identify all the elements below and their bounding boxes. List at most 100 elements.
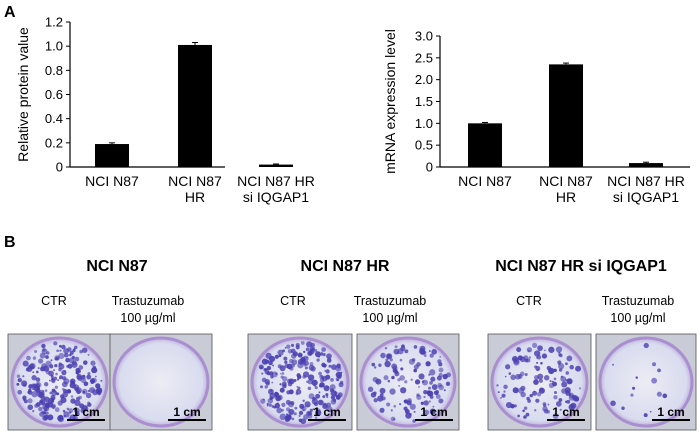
colony bbox=[87, 372, 91, 376]
colony bbox=[522, 409, 525, 413]
colony bbox=[410, 378, 413, 381]
colony bbox=[302, 375, 306, 379]
group-title: NCI N87 bbox=[86, 258, 147, 275]
colony bbox=[45, 360, 52, 367]
colony bbox=[326, 358, 332, 363]
colony bbox=[534, 375, 539, 380]
colony bbox=[413, 368, 418, 373]
colony bbox=[314, 351, 321, 358]
y-tick-label: 0.6 bbox=[45, 87, 63, 102]
colony bbox=[321, 362, 326, 368]
colony bbox=[379, 387, 386, 394]
colony bbox=[330, 395, 336, 400]
colony bbox=[391, 375, 395, 380]
colony bbox=[42, 348, 46, 352]
colony bbox=[564, 387, 571, 394]
colony bbox=[418, 373, 425, 380]
colony bbox=[58, 352, 65, 360]
colony bbox=[44, 402, 50, 408]
colony bbox=[295, 345, 300, 350]
colony bbox=[28, 384, 33, 389]
colony bbox=[284, 347, 287, 349]
colony bbox=[59, 362, 62, 365]
colony bbox=[90, 380, 95, 385]
colony bbox=[656, 391, 662, 397]
colony bbox=[75, 410, 80, 415]
colony bbox=[31, 375, 37, 381]
colony bbox=[340, 371, 343, 374]
colony bbox=[290, 363, 295, 368]
colony bbox=[651, 377, 658, 384]
colony bbox=[534, 350, 541, 357]
colony bbox=[279, 372, 282, 375]
colony bbox=[316, 358, 320, 362]
colony bbox=[271, 381, 274, 384]
colony bbox=[510, 374, 516, 381]
colony bbox=[69, 414, 76, 421]
colony bbox=[43, 411, 47, 415]
colony bbox=[560, 375, 564, 378]
colony bbox=[320, 352, 324, 356]
colony bbox=[62, 376, 67, 381]
colony bbox=[269, 389, 273, 392]
y-tick-label: 0.8 bbox=[45, 63, 63, 78]
colony bbox=[558, 352, 562, 357]
colony bbox=[40, 395, 46, 401]
colony bbox=[318, 371, 322, 376]
colony bbox=[534, 409, 537, 412]
colony bbox=[505, 364, 511, 370]
colony bbox=[383, 375, 389, 381]
colony bbox=[371, 362, 376, 367]
colony bbox=[520, 385, 526, 391]
colony bbox=[286, 390, 291, 395]
colony bbox=[322, 403, 328, 410]
colony bbox=[305, 410, 312, 417]
scale-bar-label: 1 cm bbox=[173, 405, 200, 419]
colony bbox=[290, 343, 295, 347]
condition-label-dose: 100 µg/ml bbox=[610, 311, 665, 325]
colony bbox=[293, 412, 297, 416]
colony bbox=[290, 348, 296, 354]
colony bbox=[55, 356, 60, 361]
colony bbox=[435, 394, 441, 399]
colony bbox=[393, 418, 396, 421]
colony bbox=[309, 408, 313, 412]
colony bbox=[76, 389, 81, 395]
condition-label-ctr: CTR bbox=[280, 294, 306, 308]
colony bbox=[72, 348, 76, 353]
colony bbox=[306, 341, 313, 348]
colony bbox=[386, 402, 391, 407]
colony bbox=[559, 408, 562, 411]
colony bbox=[303, 350, 306, 354]
colony bbox=[49, 379, 51, 382]
colony bbox=[643, 342, 649, 349]
colony bbox=[23, 399, 28, 404]
colony bbox=[297, 386, 301, 390]
colony bbox=[610, 400, 616, 407]
well-image: 1 cm bbox=[595, 333, 697, 431]
colony bbox=[384, 347, 388, 350]
axes: 0 0.2 0.4 0.6 0.8 1.0 1.2 Relative protein valu… bbox=[15, 15, 225, 175]
colony bbox=[400, 387, 407, 394]
colony bbox=[272, 364, 275, 367]
colony bbox=[298, 414, 301, 417]
colony bbox=[54, 363, 58, 368]
colony bbox=[306, 380, 309, 383]
colony bbox=[294, 406, 298, 410]
colony bbox=[296, 385, 299, 388]
colony bbox=[54, 407, 60, 413]
colony bbox=[397, 348, 404, 355]
colony bbox=[373, 366, 377, 369]
colony bbox=[295, 392, 299, 396]
colony bbox=[279, 355, 282, 358]
colony bbox=[324, 369, 327, 372]
colony bbox=[279, 387, 285, 393]
scale-bar-label: 1 cm bbox=[552, 405, 579, 419]
colony bbox=[558, 363, 565, 370]
colony bbox=[266, 404, 269, 407]
colony bbox=[27, 404, 34, 411]
colony bbox=[445, 381, 451, 387]
colony bbox=[428, 386, 431, 390]
colony bbox=[288, 408, 295, 416]
colony bbox=[32, 366, 35, 369]
